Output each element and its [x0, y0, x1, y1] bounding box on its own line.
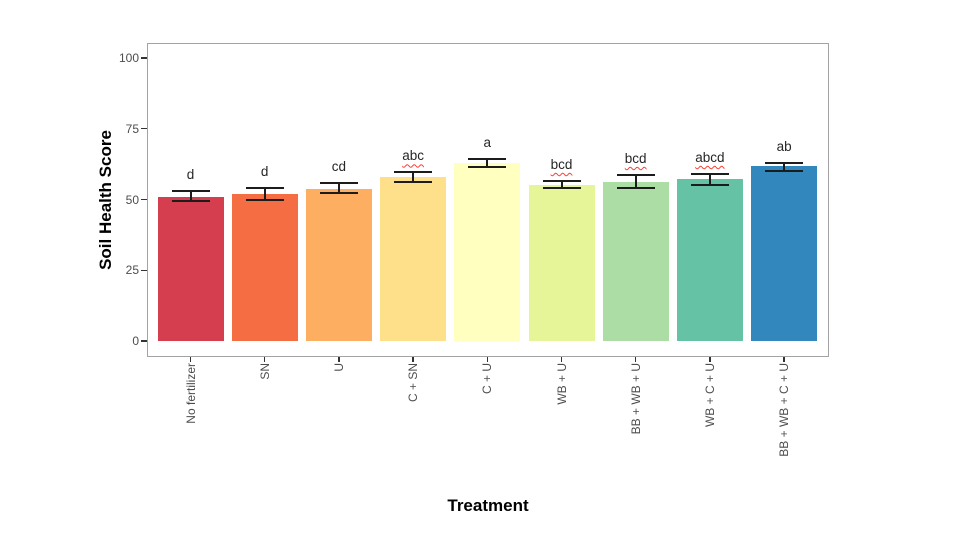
bar	[528, 184, 595, 341]
sig-letter: d	[260, 163, 269, 179]
sig-letter: abc	[402, 148, 424, 164]
error-bar-cap-bottom	[319, 191, 358, 194]
x-axis-title: Treatment	[447, 496, 529, 515]
error-bar-cap-bottom	[690, 184, 729, 187]
error-bar-line	[708, 174, 711, 186]
y-tick-mark	[141, 198, 147, 201]
bar	[676, 179, 743, 341]
error-bar-line	[783, 162, 786, 171]
x-tick-mark	[412, 357, 414, 362]
error-bar-cap-bottom	[245, 199, 284, 202]
sig-letter: bcd	[550, 156, 573, 172]
bar	[157, 196, 224, 341]
y-tick-mark	[141, 340, 147, 342]
error-bar-cap-bottom	[468, 165, 507, 168]
bar	[305, 189, 372, 341]
sig-letter: a	[483, 135, 492, 151]
x-tick-label: C + SN	[406, 363, 421, 403]
sig-letter: abcd	[695, 150, 725, 166]
x-tick-mark	[264, 357, 266, 362]
error-bar-line	[634, 174, 637, 189]
sig-letter: d	[186, 167, 195, 182]
sig-letter: bcd	[624, 150, 647, 166]
error-bar-cap-top	[171, 190, 210, 192]
error-bar-cap-top	[690, 173, 729, 176]
error-bar-cap-top	[319, 182, 358, 185]
bar	[454, 163, 521, 341]
error-bar-cap-bottom	[394, 180, 433, 183]
error-bar-line	[412, 172, 415, 182]
y-tick-label: 0	[132, 334, 139, 348]
error-bar-cap-top	[542, 179, 581, 182]
y-tick-mark	[141, 57, 147, 59]
error-bar-cap-top	[394, 171, 433, 174]
bar	[602, 181, 669, 341]
error-bar-line	[189, 191, 192, 201]
x-tick-mark	[189, 357, 192, 362]
x-tick-mark	[709, 357, 711, 362]
error-bar-line	[560, 180, 563, 189]
error-bar-cap-top	[765, 161, 804, 164]
x-tick-label: BB + WB + U	[628, 363, 643, 435]
y-tick-mark	[141, 128, 147, 130]
sig-letter: ab	[776, 138, 792, 154]
x-tick-mark	[635, 357, 637, 362]
x-tick-label: WB + U	[554, 363, 569, 405]
x-tick-mark	[560, 357, 563, 362]
error-bar-cap-bottom	[171, 199, 210, 202]
bar	[751, 166, 818, 341]
y-tick-label: 50	[125, 192, 139, 207]
error-bar-cap-bottom	[765, 169, 804, 172]
error-bar-cap-bottom	[616, 187, 655, 190]
y-tick-mark	[141, 269, 147, 271]
x-tick-label: WB + C + U	[702, 363, 717, 428]
error-bar-line	[337, 183, 340, 193]
x-tick-label: U	[331, 363, 346, 372]
bar	[380, 176, 447, 341]
x-tick-mark	[338, 357, 340, 362]
x-tick-label: BB + WB + C + U	[777, 363, 792, 457]
x-tick-mark	[486, 357, 488, 362]
y-tick-label: 75	[125, 121, 139, 136]
y-tick-label: 25	[125, 263, 139, 278]
error-bar-cap-top	[616, 173, 655, 176]
error-bar-cap-top	[468, 158, 507, 161]
error-bar-line	[263, 187, 266, 201]
error-bar-cap-bottom	[542, 187, 581, 190]
y-tick-label: 100	[118, 51, 139, 65]
x-tick-label: SN	[257, 363, 272, 380]
x-tick-label: C + U	[480, 363, 495, 395]
x-tick-mark	[783, 357, 785, 362]
bar	[231, 194, 298, 341]
error-bar-line	[486, 159, 489, 167]
x-tick-label: No fertilizer	[183, 363, 198, 424]
error-bar-cap-top	[245, 186, 284, 189]
sig-letter: cd	[331, 159, 347, 175]
